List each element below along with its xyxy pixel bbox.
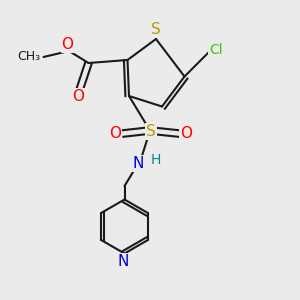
- Text: O: O: [61, 37, 74, 52]
- Text: CH₃: CH₃: [17, 50, 40, 64]
- Text: S: S: [146, 124, 156, 139]
- Text: O: O: [72, 89, 84, 104]
- Text: S: S: [151, 22, 161, 38]
- Text: H: H: [151, 154, 161, 167]
- Text: O: O: [180, 126, 192, 141]
- Text: N: N: [132, 156, 144, 171]
- Text: N: N: [117, 254, 129, 268]
- Text: O: O: [110, 126, 122, 141]
- Text: Cl: Cl: [209, 43, 223, 57]
